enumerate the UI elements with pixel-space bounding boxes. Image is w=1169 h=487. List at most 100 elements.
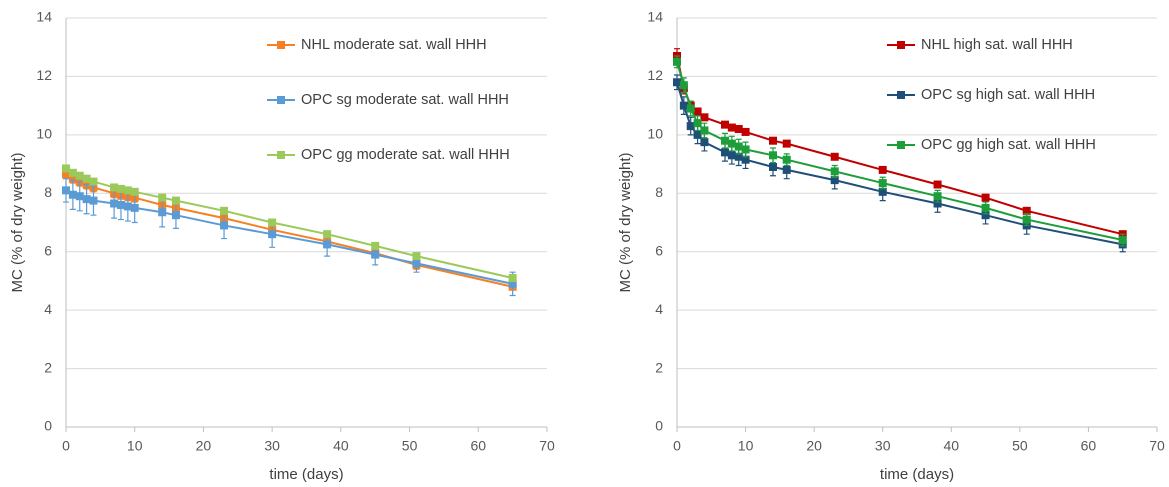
legend-item: OPC gg moderate sat. wall HHH	[267, 147, 510, 163]
marker	[769, 136, 777, 145]
marker	[673, 57, 681, 66]
x-tick-label: 20	[196, 438, 212, 454]
y-tick-label: 8	[44, 184, 52, 200]
marker	[727, 123, 736, 132]
marker	[741, 155, 750, 164]
marker	[700, 126, 709, 135]
marker	[171, 211, 180, 220]
legend-marker	[277, 96, 285, 104]
marker	[82, 174, 91, 183]
marker	[110, 183, 119, 192]
y-tick-label: 4	[44, 301, 52, 317]
marker	[693, 130, 702, 139]
legend-item: OPC gg high sat. wall HHH	[887, 137, 1096, 153]
x-tick-label: 0	[673, 438, 681, 454]
marker	[933, 192, 942, 201]
y-tick-label: 2	[44, 359, 52, 375]
legend-item: OPC sg moderate sat. wall HHH	[267, 92, 509, 108]
marker	[68, 174, 77, 183]
marker	[878, 187, 887, 196]
legend-label: OPC sg high sat. wall HHH	[921, 87, 1095, 103]
legend-marker	[897, 141, 905, 149]
marker	[830, 167, 839, 176]
marker	[268, 230, 277, 239]
series	[673, 55, 1127, 247]
marker	[741, 127, 750, 136]
marker	[1118, 236, 1127, 245]
marker	[75, 192, 84, 201]
marker	[830, 152, 839, 161]
marker	[741, 145, 750, 154]
marker	[89, 177, 98, 186]
legend-item: NHL moderate sat. wall HHH	[267, 37, 487, 53]
marker	[116, 184, 125, 193]
marker	[371, 250, 380, 259]
y-tick-label: 8	[655, 184, 663, 200]
marker	[268, 218, 277, 227]
marker	[673, 78, 681, 87]
y-tick-label: 12	[36, 67, 52, 83]
x-tick-label: 60	[470, 438, 486, 454]
x-tick-label: 30	[875, 438, 891, 454]
marker	[933, 199, 942, 208]
marker	[878, 179, 887, 188]
marker	[62, 186, 70, 195]
x-tick-label: 20	[806, 438, 822, 454]
legend-item: OPC sg high sat. wall HHH	[887, 87, 1095, 103]
marker	[679, 81, 688, 90]
marker	[130, 203, 139, 212]
legend-marker	[277, 151, 285, 159]
marker	[693, 119, 702, 128]
marker	[693, 107, 702, 116]
marker	[981, 211, 990, 220]
marker	[110, 199, 119, 208]
x-tick-label: 0	[62, 438, 70, 454]
marker	[123, 186, 132, 195]
legend-item: NHL high sat. wall HHH	[887, 37, 1073, 53]
marker	[412, 259, 421, 268]
marker	[68, 168, 77, 177]
marker	[158, 193, 167, 202]
series	[62, 164, 517, 283]
x-axis-title: time (days)	[880, 466, 954, 483]
marker	[158, 208, 167, 217]
marker	[878, 165, 887, 174]
series	[673, 48, 1127, 239]
marker	[68, 190, 77, 199]
y-tick-label: 0	[44, 418, 52, 434]
marker	[769, 151, 777, 160]
marker	[933, 180, 942, 189]
legend-marker	[277, 41, 285, 49]
x-tick-label: 30	[264, 438, 280, 454]
marker	[782, 155, 791, 164]
marker	[1022, 215, 1031, 224]
y-tick-label: 14	[36, 9, 52, 25]
marker	[323, 240, 332, 249]
marker	[508, 274, 517, 283]
x-tick-label: 40	[943, 438, 959, 454]
y-tick-label: 10	[36, 126, 52, 142]
marker	[721, 148, 729, 157]
x-tick-label: 10	[738, 438, 754, 454]
marker	[981, 203, 990, 212]
y-tick-label: 10	[647, 126, 663, 142]
legend-label: NHL high sat. wall HHH	[921, 37, 1073, 53]
legend-marker	[897, 41, 905, 49]
x-tick-label: 40	[333, 438, 349, 454]
legend-label: OPC sg moderate sat. wall HHH	[301, 92, 509, 108]
marker	[721, 120, 729, 129]
series-line	[65, 167, 513, 279]
marker	[89, 196, 98, 205]
marker	[769, 162, 777, 171]
marker	[721, 136, 729, 145]
x-tick-label: 10	[127, 438, 143, 454]
marker	[782, 165, 791, 174]
marker	[130, 187, 139, 196]
marker	[734, 152, 743, 161]
marker	[981, 193, 990, 202]
marker	[679, 101, 688, 110]
marker	[686, 122, 695, 131]
marker	[75, 171, 84, 180]
marker	[508, 279, 517, 288]
